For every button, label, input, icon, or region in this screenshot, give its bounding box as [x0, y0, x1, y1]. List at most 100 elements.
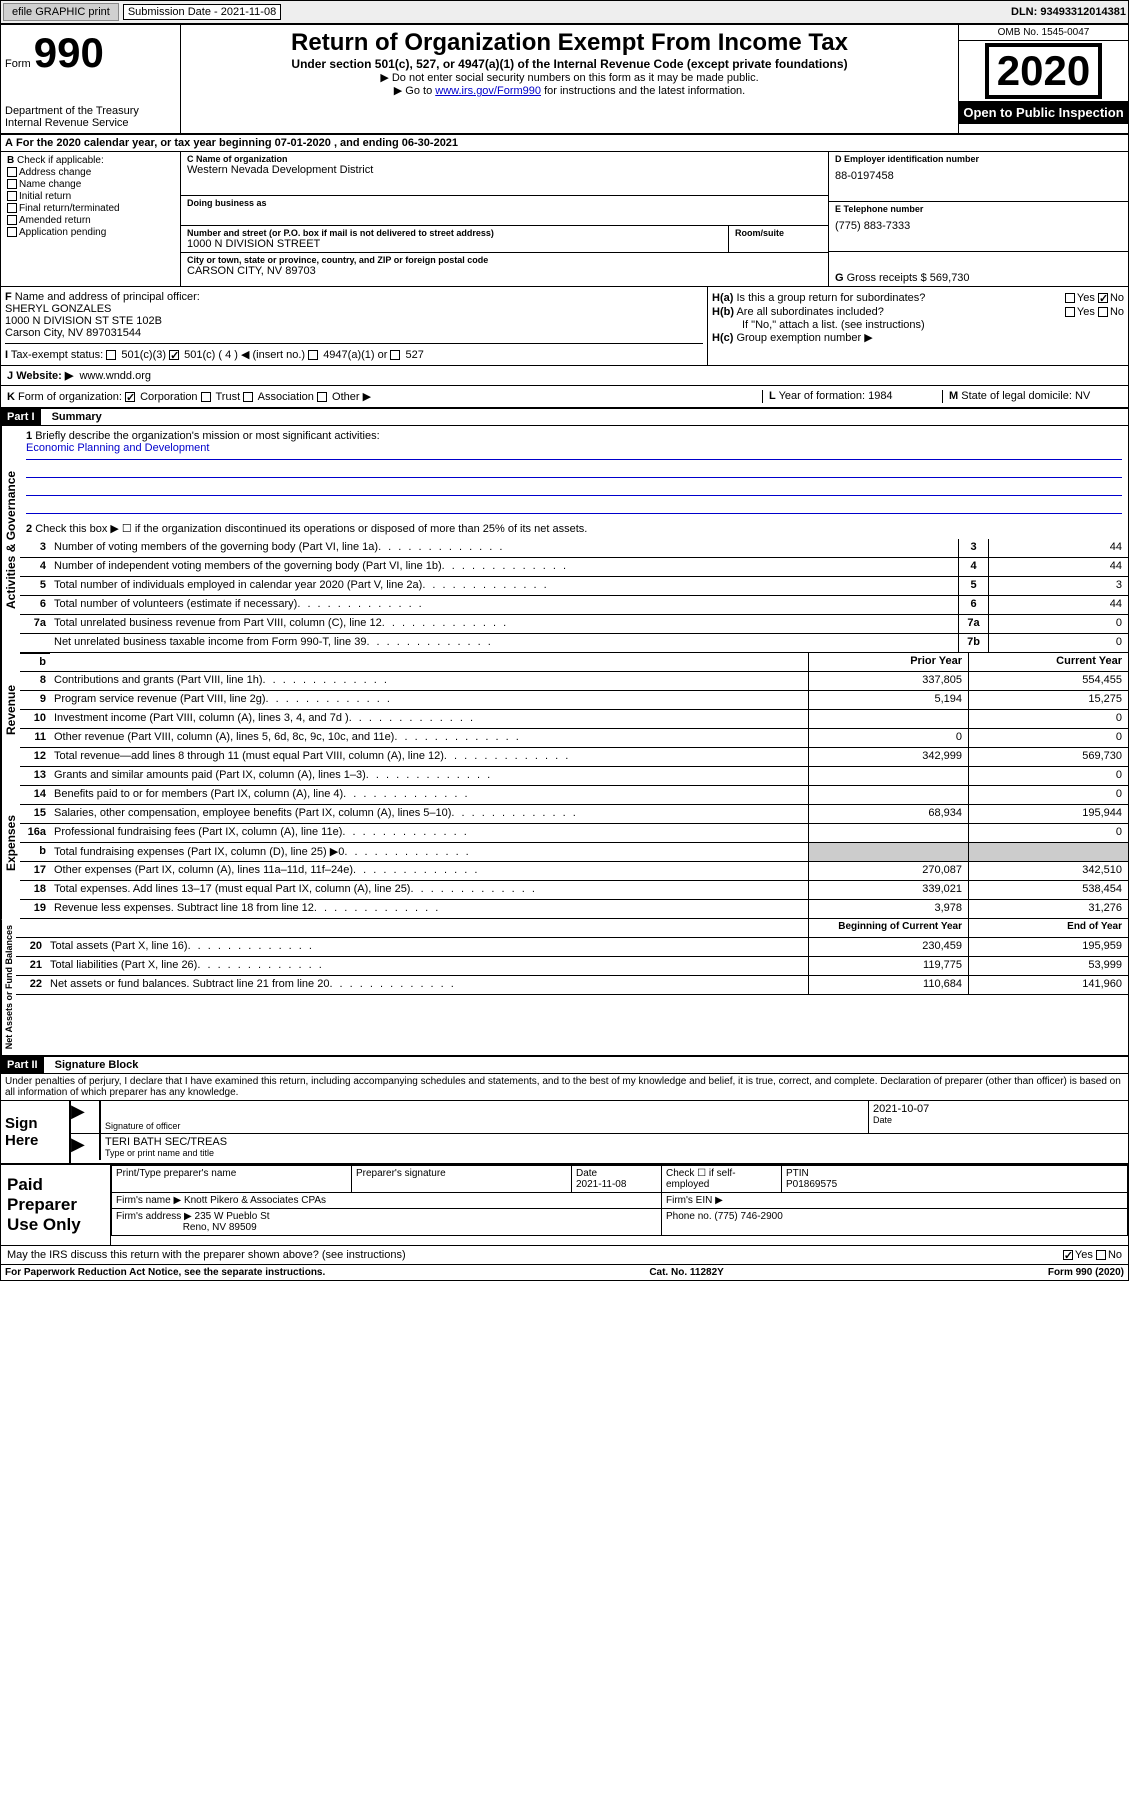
officer-addr1: 1000 N DIVISION ST STE 102B — [5, 315, 162, 327]
paid-preparer-label: Paid Preparer Use Only — [1, 1165, 111, 1245]
section-bc: B Check if applicable: Address change Na… — [1, 152, 1128, 287]
col-h: H(a) Is this a group return for subordin… — [708, 287, 1128, 365]
officer-name: SHERYL GONZALES — [5, 303, 111, 315]
h-a-row: H(a) Is this a group return for subordin… — [712, 291, 1124, 305]
firm-name: Knott Pikero & Associates CPAs — [184, 1195, 326, 1206]
cb-amended[interactable]: Amended return — [7, 215, 179, 226]
gov-line: Net unrelated business taxable income fr… — [20, 634, 1128, 653]
form-header: Form 990 Department of the Treasury Inte… — [1, 25, 1128, 135]
data-line: 15Salaries, other compensation, employee… — [20, 805, 1128, 824]
cb-name[interactable]: Name change — [7, 179, 179, 190]
data-line: 19Revenue less expenses. Subtract line 1… — [20, 900, 1128, 919]
cb-initial[interactable]: Initial return — [7, 191, 179, 202]
data-line: 20Total assets (Part X, line 16)230,4591… — [16, 938, 1128, 957]
dba-box: Doing business as — [181, 196, 828, 226]
data-line: 17Other expenses (Part IX, column (A), l… — [20, 862, 1128, 881]
ein-box: D Employer identification number 88-0197… — [829, 152, 1128, 202]
form-number: 990 — [34, 29, 104, 76]
mission-text: Economic Planning and Development — [26, 442, 1122, 460]
submission-date: Submission Date - 2021-11-08 — [123, 4, 281, 20]
firm-phone: (775) 746-2900 — [714, 1211, 782, 1222]
header-right: OMB No. 1545-0047 2020 Open to Public In… — [958, 25, 1128, 133]
gov-line: 5Total number of individuals employed in… — [20, 577, 1128, 596]
perjury-text: Under penalties of perjury, I declare th… — [1, 1074, 1128, 1101]
sign-here-block: Sign Here ▶ Signature of officer 2021-10… — [1, 1101, 1128, 1165]
form-label: Form — [5, 58, 31, 70]
row-klm: K Form of organization: Corporation Trus… — [1, 386, 1128, 409]
row-fh: F Name and address of principal officer:… — [1, 287, 1128, 366]
h-b-note: If "No," attach a list. (see instruction… — [712, 319, 1124, 331]
note-ssn: ▶ Do not enter social security numbers o… — [189, 71, 950, 84]
header-center: Return of Organization Exempt From Incom… — [181, 25, 958, 133]
line-2: 2 Check this box ▶ ☐ if the organization… — [20, 518, 1128, 539]
phone-box: E Telephone number (775) 883-7333 — [829, 202, 1128, 252]
part-ii-header: Part II Signature Block — [1, 1057, 1128, 1074]
gov-line: 4Number of independent voting members of… — [20, 558, 1128, 577]
data-line: 8Contributions and grants (Part VIII, li… — [20, 672, 1128, 691]
form-ref: Form 990 (2020) — [1048, 1267, 1124, 1278]
col-f-officer: F Name and address of principal officer:… — [1, 287, 708, 365]
revenue-block: Revenue b Prior Year Current Year 8Contr… — [1, 653, 1128, 767]
net-header: Beginning of Current Year End of Year — [16, 919, 1128, 938]
row-m-state: M State of legal domicile: NV — [942, 390, 1122, 403]
data-line: 18Total expenses. Add lines 13–17 (must … — [20, 881, 1128, 900]
col-b-checkboxes: B Check if applicable: Address change Na… — [1, 152, 181, 286]
col-de: D Employer identification number 88-0197… — [828, 152, 1128, 286]
irs-discuss-row: May the IRS discuss this return with the… — [1, 1246, 1128, 1264]
data-line: 22Net assets or fund balances. Subtract … — [16, 976, 1128, 995]
note-link: ▶ Go to www.irs.gov/Form990 for instruct… — [189, 84, 950, 97]
paid-preparer-block: Paid Preparer Use Only Print/Type prepar… — [1, 1165, 1128, 1246]
ptin: P01869575 — [786, 1179, 837, 1190]
dept-treasury: Department of the Treasury — [5, 105, 176, 117]
footer: For Paperwork Reduction Act Notice, see … — [1, 1264, 1128, 1280]
col-c: C Name of organization Western Nevada De… — [181, 152, 828, 286]
cb-pending[interactable]: Application pending — [7, 227, 179, 238]
org-name-box: C Name of organization Western Nevada De… — [181, 152, 828, 196]
h-b-row: H(b) Are all subordinates included? Yes … — [712, 305, 1124, 319]
gov-line: 7aTotal unrelated business revenue from … — [20, 615, 1128, 634]
sign-here-label: Sign Here — [1, 1101, 71, 1163]
tax-year: 2020 — [985, 43, 1102, 99]
vlabel-netassets: Net Assets or Fund Balances — [1, 919, 16, 1055]
form-990-page: Form 990 Department of the Treasury Inte… — [0, 24, 1129, 1281]
data-line: 9Program service revenue (Part VIII, lin… — [20, 691, 1128, 710]
data-line: 13Grants and similar amounts paid (Part … — [20, 767, 1128, 786]
rev-header: b Prior Year Current Year — [20, 653, 1128, 672]
top-bar: efile GRAPHIC print Submission Date - 20… — [0, 0, 1129, 24]
data-line: 10Investment income (Part VIII, column (… — [20, 710, 1128, 729]
data-line: 21Total liabilities (Part X, line 26)119… — [16, 957, 1128, 976]
row-a-period: A For the 2020 calendar year, or tax yea… — [1, 135, 1128, 152]
efile-button[interactable]: efile GRAPHIC print — [3, 3, 119, 21]
part-i-header: Part I Summary — [1, 409, 1128, 426]
phone-value: (775) 883-7333 — [835, 214, 1122, 232]
org-name: Western Nevada Development District — [187, 164, 822, 176]
data-line: 11Other revenue (Part VIII, column (A), … — [20, 729, 1128, 748]
vlabel-governance: Activities & Governance — [1, 426, 20, 653]
data-line: bTotal fundraising expenses (Part IX, co… — [20, 843, 1128, 862]
website-value: www.wndd.org — [79, 370, 151, 382]
dept-irs: Internal Revenue Service — [5, 117, 176, 129]
gov-line: 3Number of voting members of the governi… — [20, 539, 1128, 558]
ein-value: 88-0197458 — [835, 164, 1122, 182]
firm-addr1: 235 W Pueblo St — [195, 1211, 270, 1222]
cb-address[interactable]: Address change — [7, 167, 179, 178]
sig-date: 2021-10-07 — [873, 1103, 1124, 1115]
gross-box: G Gross receipts $ 569,730 — [829, 252, 1128, 286]
row-l-year: L Year of formation: 1984 — [762, 390, 942, 403]
officer-print-name: TERI BATH SEC/TREAS — [105, 1136, 1124, 1148]
officer-addr2: Carson City, NV 897031544 — [5, 327, 141, 339]
gov-line: 6Total number of volunteers (estimate if… — [20, 596, 1128, 615]
expenses-block: Expenses 13Grants and similar amounts pa… — [1, 767, 1128, 919]
row-j-website: J Website: ▶ www.wndd.org — [1, 366, 1128, 386]
omb-number: OMB No. 1545-0047 — [959, 25, 1128, 41]
cb-final[interactable]: Final return/terminated — [7, 203, 179, 214]
row-k-form-org: K Form of organization: Corporation Trus… — [7, 390, 762, 403]
irs-link[interactable]: www.irs.gov/Form990 — [435, 85, 541, 97]
header-left: Form 990 Department of the Treasury Inte… — [1, 25, 181, 133]
paperwork-notice: For Paperwork Reduction Act Notice, see … — [5, 1267, 325, 1278]
vlabel-revenue: Revenue — [1, 653, 20, 767]
city-state-zip: CARSON CITY, NV 89703 — [187, 265, 822, 277]
data-line: 14Benefits paid to or for members (Part … — [20, 786, 1128, 805]
room-box: Room/suite — [728, 226, 828, 253]
form-title: Return of Organization Exempt From Incom… — [189, 29, 950, 57]
